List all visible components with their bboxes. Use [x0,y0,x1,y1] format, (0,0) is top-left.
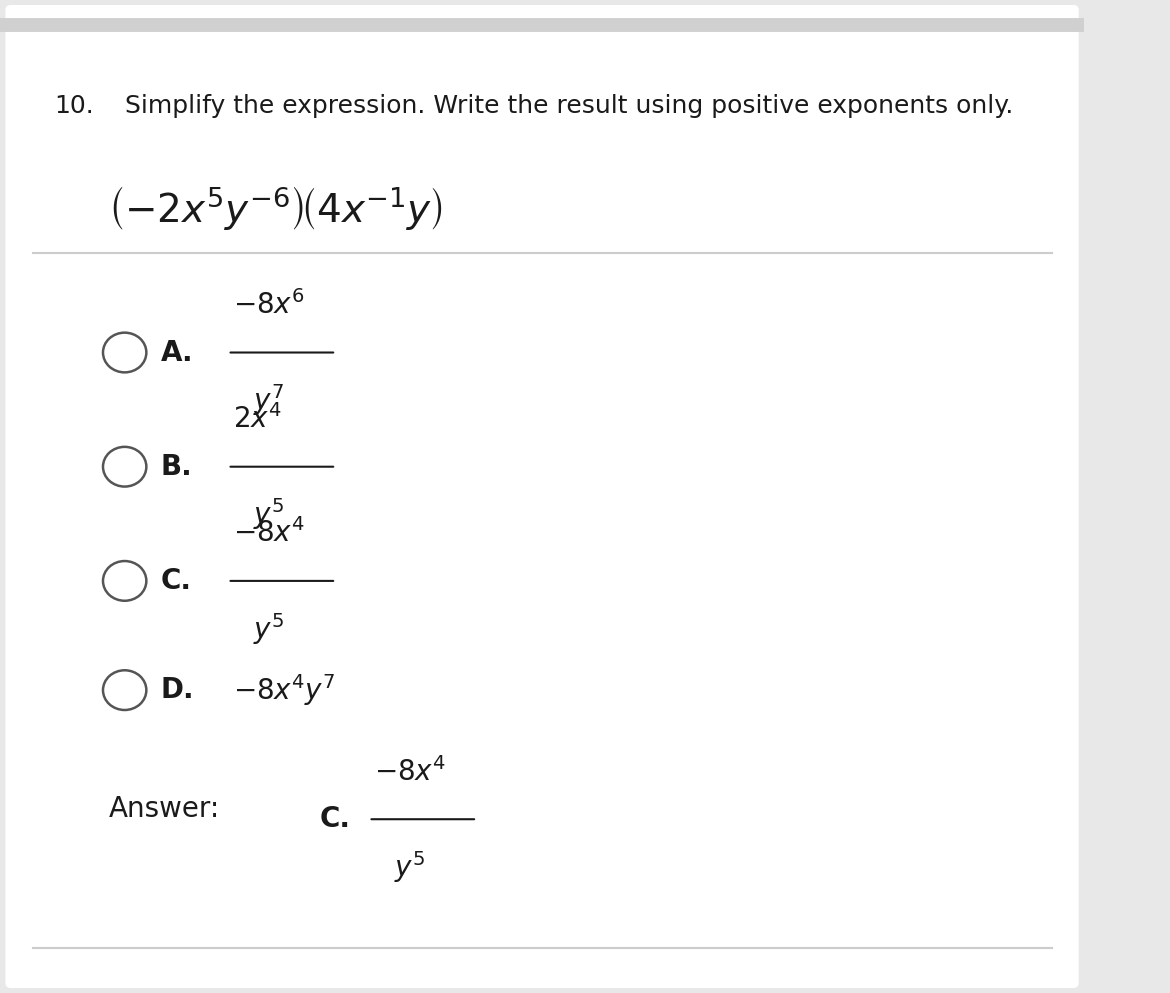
Text: $\left(-2x^{5}y^{-6}\right)\!\left(4x^{-1}y\right)$: $\left(-2x^{5}y^{-6}\right)\!\left(4x^{-… [109,184,443,231]
Text: $y^{7}$: $y^{7}$ [253,382,284,418]
Text: D.: D. [160,676,194,704]
Text: $-8x^{4}$: $-8x^{4}$ [374,757,446,786]
FancyBboxPatch shape [6,5,1079,988]
Text: C.: C. [319,805,351,833]
Text: $-8x^{4}$: $-8x^{4}$ [233,518,305,548]
Text: C.: C. [160,567,192,595]
Text: $2x^{4}$: $2x^{4}$ [233,404,282,434]
Text: 10.: 10. [54,94,94,118]
Text: Simplify the expression. Write the result using positive exponents only.: Simplify the expression. Write the resul… [125,94,1013,118]
Text: B.: B. [160,453,192,481]
Text: Answer:: Answer: [109,795,220,823]
Text: $y^{5}$: $y^{5}$ [253,496,284,532]
Text: $-8x^{4}y^{7}$: $-8x^{4}y^{7}$ [233,672,336,708]
Text: A.: A. [160,339,193,366]
Text: $-8x^{6}$: $-8x^{6}$ [233,290,305,320]
Text: $y^{5}$: $y^{5}$ [253,611,284,646]
Text: $y^{5}$: $y^{5}$ [393,849,425,885]
